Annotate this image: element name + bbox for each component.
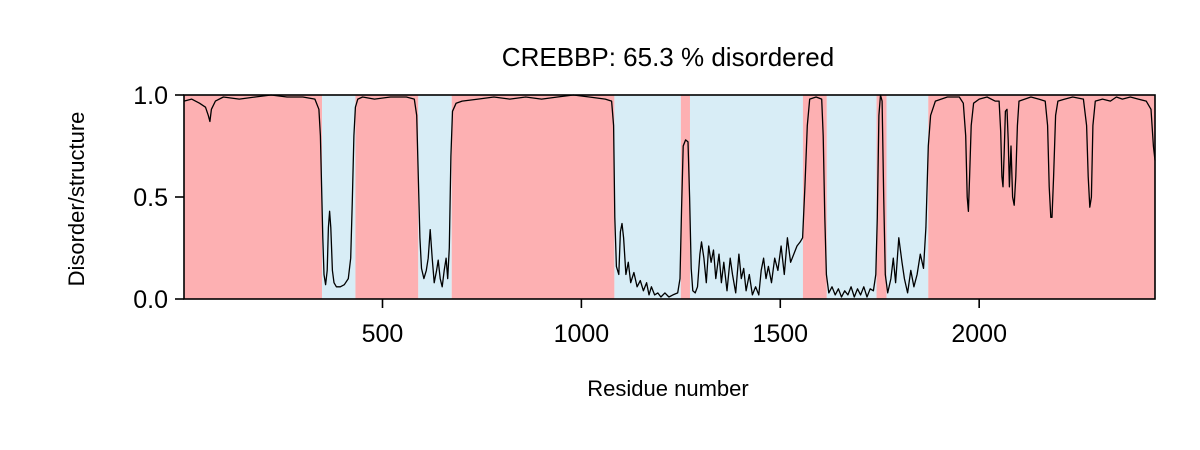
region-disordered-5 (451, 95, 615, 299)
region-disordered-3 (355, 95, 419, 299)
region-disordered-9 (802, 95, 827, 299)
x-tick-label: 1000 (554, 320, 610, 348)
region-structured-8 (689, 95, 803, 299)
y-axis-ticks: 0.0 0.5 1.0 (133, 82, 184, 314)
x-tick-label: 2000 (951, 320, 1007, 348)
x-axis-label: Residue number (587, 376, 748, 401)
y-tick-label: 1.0 (133, 82, 168, 110)
disorder-line (183, 94, 1156, 298)
x-tick-label: 1500 (752, 320, 808, 348)
region-bands (184, 95, 1155, 299)
disorder-line-layer (183, 94, 1156, 298)
region-structured-6 (614, 95, 681, 299)
region-disordered-1 (184, 95, 323, 299)
region-structured-10 (826, 95, 877, 299)
region-disordered-7 (680, 95, 690, 299)
x-axis-ticks: 500 1000 1500 2000 (362, 299, 1007, 348)
y-axis-label: Disorder/structure (64, 112, 89, 287)
y-tick-label: 0.0 (133, 286, 168, 314)
y-tick-label: 0.5 (133, 184, 168, 212)
region-structured-12 (886, 95, 929, 299)
region-disordered-11 (876, 95, 887, 299)
region-disordered-13 (928, 95, 1155, 299)
chart-title: CREBBP: 65.3 % disordered (502, 42, 834, 72)
x-tick-label: 500 (362, 320, 404, 348)
